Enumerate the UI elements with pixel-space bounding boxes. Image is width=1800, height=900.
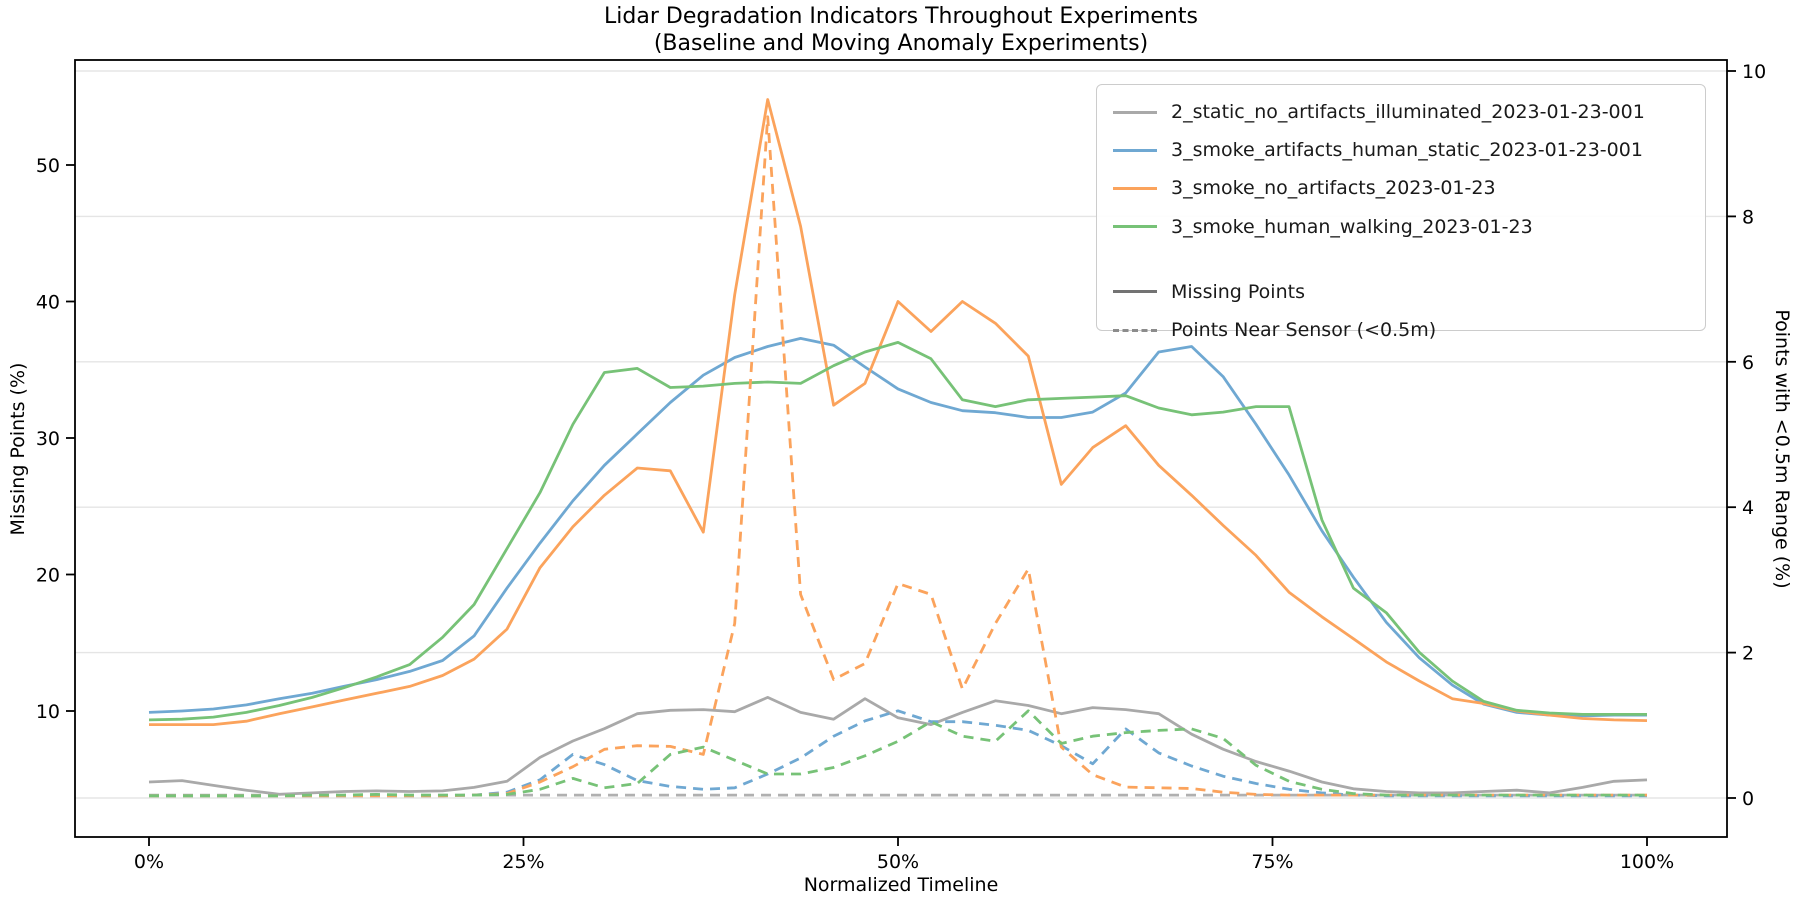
y-left-tick-label: 40 (36, 292, 60, 314)
series-line-2-solid (149, 98, 1648, 726)
y-left-tick-label: 10 (36, 701, 60, 723)
y-right-tick-label: 0 (1742, 788, 1754, 810)
legend-label: 3_smoke_human_walking_2023-01-23 (1171, 215, 1533, 238)
legend-item-series: 3_smoke_no_artifacts_2023-01-23 (1113, 169, 1705, 207)
page-subtitle: (Baseline and Moving Anomaly Experiments… (653, 31, 1149, 56)
y-left-tick-label: 50 (36, 155, 60, 177)
y-right-tick-label: 8 (1742, 206, 1754, 228)
legend-swatch-solid-line (1113, 225, 1157, 229)
legend-item-series: 3_smoke_artifacts_human_static_2023-01-2… (1113, 131, 1705, 169)
y-right-tick-label: 2 (1742, 643, 1754, 665)
y-left-tick-label: 20 (36, 565, 60, 587)
legend-label: Points Near Sensor (<0.5m) (1171, 319, 1437, 342)
legend-label: 2_static_no_artifacts_illuminated_2023-0… (1171, 101, 1645, 124)
legend-label: 3_smoke_artifacts_human_static_2023-01-2… (1171, 139, 1643, 162)
x-tick-label: 0% (134, 851, 164, 873)
x-axis-label: Normalized Timeline (803, 874, 999, 896)
legend-item-style: Missing Points (1113, 273, 1705, 311)
legend-item-series: 3_smoke_human_walking_2023-01-23 (1113, 208, 1705, 246)
y-left-tick-label: 30 (36, 428, 60, 450)
legend-label: Missing Points (1171, 280, 1305, 303)
legend-swatch-dashed-line (1113, 328, 1157, 332)
x-tick-label: 25% (502, 851, 544, 873)
page-title: Lidar Degradation Indicators Throughout … (604, 4, 1198, 29)
legend-spacer (1113, 246, 1705, 273)
title-block: Lidar Degradation Indicators Throughout … (75, 3, 1727, 57)
series-line-3-solid (148, 340, 1647, 722)
x-tick-label: 75% (1251, 851, 1293, 873)
y-axis-label-right: Points with <0.5m Range (%) (1771, 309, 1793, 589)
x-tick-label: 50% (877, 851, 919, 873)
series-line-7-dashed (149, 709, 1647, 798)
x-tick-label: 100% (1620, 851, 1674, 873)
series-line-0-solid (148, 696, 1648, 796)
axis-ticks: 0% 25% 50% 75% 100% 10 20 30 40 50 0 2 4 6 8 10 (36, 61, 1766, 873)
legend-item-style: Points Near Sensor (<0.5m) (1113, 311, 1705, 349)
legend-swatch-solid-line (1113, 110, 1157, 114)
y-axis-label-left: Missing Points (%) (7, 362, 29, 536)
y-right-tick-label: 6 (1742, 352, 1754, 374)
legend-swatch-solid-line (1113, 186, 1157, 190)
legend-swatch-solid-line (1113, 148, 1157, 152)
series-lines (148, 98, 1648, 798)
series-line-5-dashed (149, 709, 1647, 798)
plot-border (74, 59, 1728, 838)
grid-lines (75, 70, 1727, 799)
legend-swatch-solid-line (1113, 290, 1157, 294)
legend-item-series: 2_static_no_artifacts_illuminated_2023-0… (1113, 93, 1705, 131)
y-right-tick-label: 4 (1742, 497, 1754, 519)
legend-label: 3_smoke_no_artifacts_2023-01-23 (1171, 177, 1496, 200)
legend: 2_static_no_artifacts_illuminated_2023-0… (1096, 84, 1706, 341)
y-right-tick-label: 10 (1742, 61, 1766, 83)
series-line-1-solid (148, 336, 1647, 718)
